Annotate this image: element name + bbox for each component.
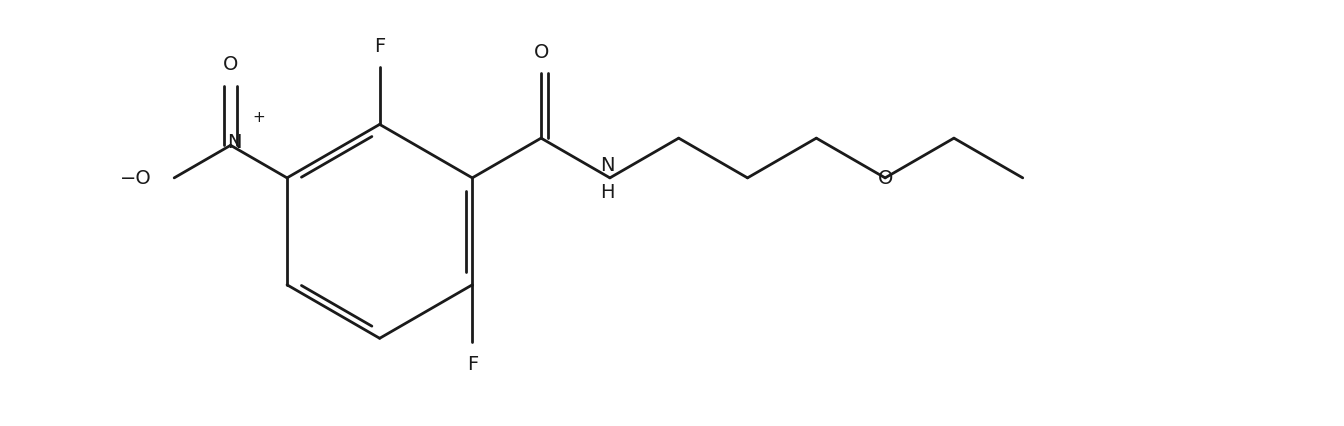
Text: F: F — [466, 354, 478, 373]
Text: H: H — [601, 182, 616, 201]
Text: O: O — [878, 169, 892, 188]
Text: −O: −O — [120, 169, 152, 188]
Text: O: O — [223, 55, 238, 74]
Text: F: F — [374, 37, 386, 56]
Text: N: N — [227, 132, 242, 151]
Text: O: O — [534, 43, 548, 62]
Text: N: N — [601, 155, 616, 174]
Text: +: + — [253, 110, 266, 125]
